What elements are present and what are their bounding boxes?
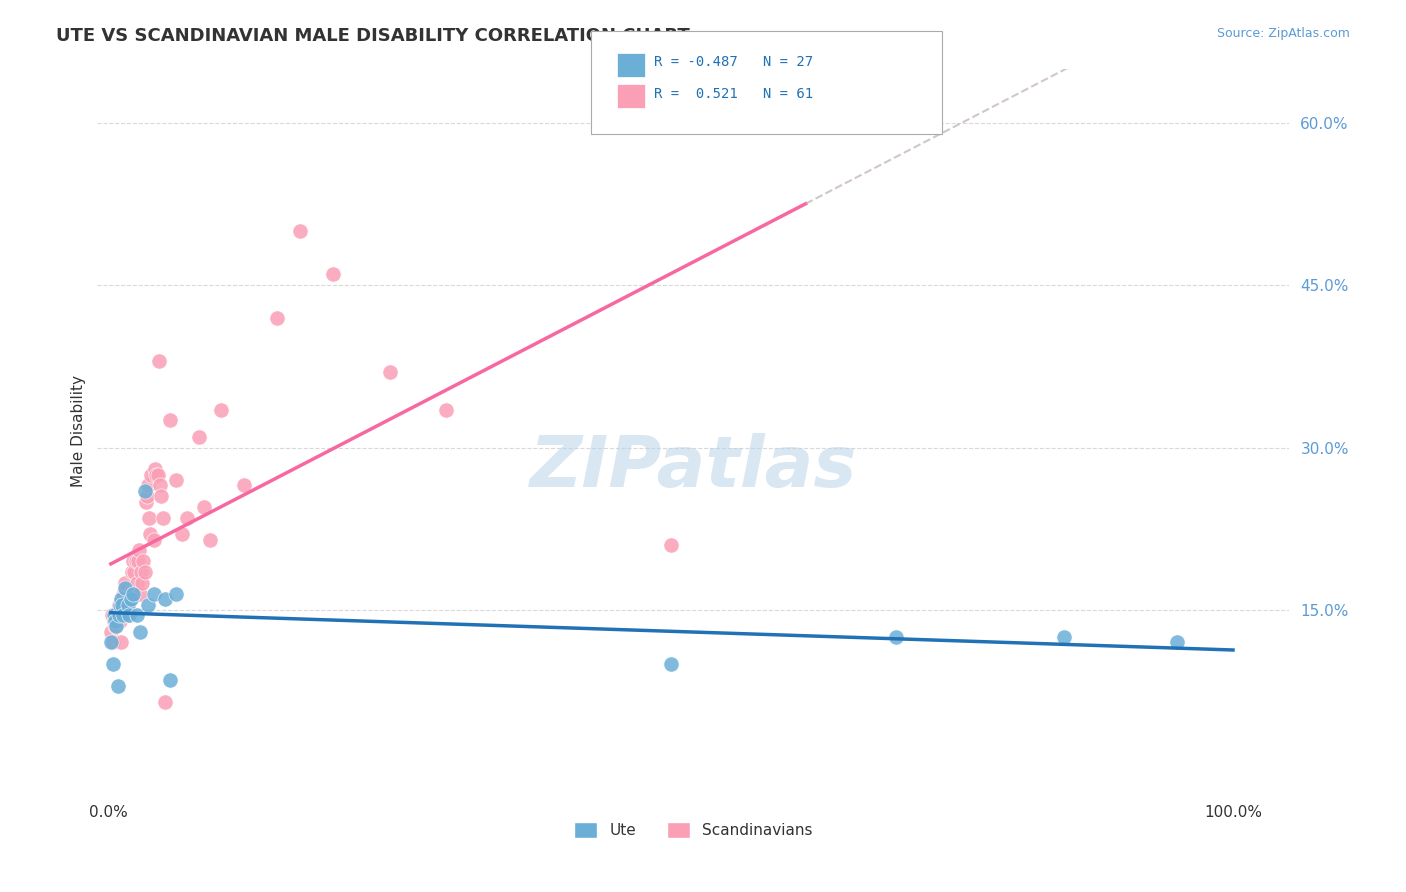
- Point: [138, 511, 160, 525]
- Point: [659, 538, 682, 552]
- Point: [232, 478, 254, 492]
- Point: [122, 587, 145, 601]
- Point: [107, 679, 129, 693]
- Point: [111, 598, 134, 612]
- Point: [125, 575, 148, 590]
- Point: [118, 587, 141, 601]
- Point: [122, 554, 145, 568]
- Point: [434, 402, 457, 417]
- Point: [115, 608, 138, 623]
- Point: [132, 554, 155, 568]
- Point: [143, 462, 166, 476]
- Point: [193, 500, 215, 514]
- Point: [112, 608, 135, 623]
- Point: [170, 527, 193, 541]
- Point: [105, 608, 128, 623]
- Point: [198, 533, 221, 547]
- Point: [124, 554, 146, 568]
- Point: [145, 467, 167, 482]
- Point: [110, 592, 132, 607]
- Point: [100, 635, 122, 649]
- Point: [378, 365, 401, 379]
- Point: [152, 511, 174, 525]
- Point: [120, 587, 142, 601]
- Text: UTE VS SCANDINAVIAN MALE DISABILITY CORRELATION CHART: UTE VS SCANDINAVIAN MALE DISABILITY CORR…: [56, 27, 690, 45]
- Y-axis label: Male Disability: Male Disability: [72, 376, 86, 487]
- Point: [134, 483, 156, 498]
- Point: [107, 608, 129, 623]
- Point: [103, 608, 125, 623]
- Point: [124, 565, 146, 579]
- Point: [100, 624, 122, 639]
- Point: [129, 565, 152, 579]
- Point: [101, 635, 124, 649]
- Point: [117, 598, 139, 612]
- Point: [131, 575, 153, 590]
- Point: [148, 354, 170, 368]
- Point: [153, 592, 176, 607]
- Text: Source: ZipAtlas.com: Source: ZipAtlas.com: [1216, 27, 1350, 40]
- Point: [322, 267, 344, 281]
- Point: [659, 657, 682, 671]
- Point: [134, 565, 156, 579]
- Point: [209, 402, 232, 417]
- Point: [104, 619, 127, 633]
- Point: [128, 543, 150, 558]
- Point: [135, 489, 157, 503]
- Point: [101, 657, 124, 671]
- Point: [1053, 630, 1076, 644]
- Point: [117, 598, 139, 612]
- Point: [149, 478, 172, 492]
- Point: [127, 554, 149, 568]
- Point: [159, 673, 181, 688]
- Point: [118, 592, 141, 607]
- Point: [120, 592, 142, 607]
- Point: [139, 527, 162, 541]
- Point: [129, 587, 152, 601]
- Point: [159, 413, 181, 427]
- Point: [135, 494, 157, 508]
- Point: [187, 430, 209, 444]
- Point: [136, 478, 159, 492]
- Point: [884, 630, 907, 644]
- Point: [136, 598, 159, 612]
- Point: [125, 608, 148, 623]
- Point: [114, 575, 136, 590]
- Text: ZIPatlas: ZIPatlas: [530, 433, 858, 502]
- Point: [108, 598, 131, 612]
- Point: [1166, 635, 1188, 649]
- Point: [112, 587, 135, 601]
- Text: R =  0.521   N = 61: R = 0.521 N = 61: [654, 87, 813, 101]
- Point: [111, 598, 134, 612]
- Point: [129, 624, 152, 639]
- Point: [110, 635, 132, 649]
- Point: [105, 619, 128, 633]
- Point: [266, 310, 288, 325]
- Point: [153, 695, 176, 709]
- Point: [107, 598, 129, 612]
- Point: [176, 511, 198, 525]
- Legend: Ute, Scandinavians: Ute, Scandinavians: [568, 816, 818, 845]
- Point: [114, 582, 136, 596]
- Point: [121, 565, 143, 579]
- Point: [104, 614, 127, 628]
- Point: [165, 473, 187, 487]
- Point: [101, 608, 124, 623]
- Point: [288, 224, 311, 238]
- Point: [107, 603, 129, 617]
- Point: [142, 533, 165, 547]
- Point: [150, 489, 173, 503]
- Point: [108, 614, 131, 628]
- Point: [118, 608, 141, 623]
- Point: [112, 587, 135, 601]
- Point: [165, 587, 187, 601]
- Point: [103, 614, 125, 628]
- Point: [146, 467, 169, 482]
- Point: [141, 467, 163, 482]
- Text: R = -0.487   N = 27: R = -0.487 N = 27: [654, 54, 813, 69]
- Point: [142, 587, 165, 601]
